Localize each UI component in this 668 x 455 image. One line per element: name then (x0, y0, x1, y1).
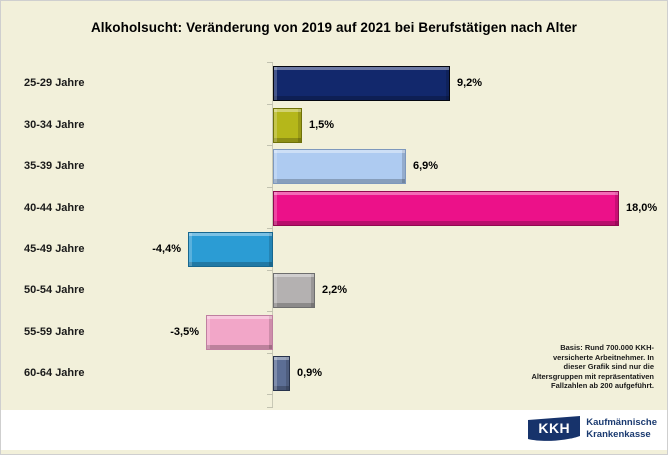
category-label: 35-39 Jahre (24, 160, 85, 172)
bar-25-29-jahre (273, 66, 450, 101)
value-label: 1,5% (309, 119, 335, 131)
kkh-org-line2: Krankenkasse (586, 428, 651, 440)
kkh-logo: KKH Kaufmännische Krankenkasse (528, 415, 657, 442)
value-label: 9,2% (457, 77, 483, 89)
category-label: 30-34 Jahre (24, 119, 85, 131)
kkh-org-line1: Kaufmännische (586, 417, 657, 428)
bar-30-34-jahre (273, 108, 302, 143)
axis-tick (267, 394, 273, 395)
basis-note: Basis: Rund 700.000 KKH- versicherte Arb… (531, 343, 654, 391)
category-label: 60-64 Jahre (24, 367, 85, 379)
value-label: -3,5% (170, 326, 199, 338)
bar-35-39-jahre (273, 149, 406, 184)
category-label: 40-44 Jahre (24, 202, 85, 214)
axis-tick (267, 407, 273, 408)
axis-tick (267, 62, 273, 63)
value-label: 6,9% (413, 160, 439, 172)
axis-tick (267, 103, 273, 105)
footer-bar: KKH Kaufmännische Krankenkasse (1, 410, 667, 450)
bar-40-44-jahre (273, 191, 619, 226)
bar-55-59-jahre (206, 315, 273, 350)
category-label: 55-59 Jahre (24, 326, 85, 338)
bar-50-54-jahre (273, 273, 315, 308)
axis-tick (267, 311, 273, 312)
category-label: 50-54 Jahre (24, 284, 85, 296)
bar-45-49-jahre (188, 232, 273, 267)
chart-title: Alkoholsucht: Veränderung von 2019 auf 2… (90, 20, 578, 35)
kkh-org-name: Kaufmännische Krankenkasse (586, 417, 657, 440)
axis-tick (267, 352, 273, 354)
kkh-logo-text: KKH (538, 420, 571, 436)
value-label: -4,4% (152, 243, 181, 255)
axis-tick (267, 145, 273, 146)
value-label: 18,0% (626, 202, 658, 214)
axis-tick (267, 228, 273, 229)
category-label: 25-29 Jahre (24, 77, 85, 89)
bar-60-64-jahre (273, 356, 290, 391)
axis-tick (267, 186, 273, 188)
kkh-flag-icon: KKH (528, 415, 581, 442)
category-label: 45-49 Jahre (24, 243, 85, 255)
value-label: 2,2% (322, 284, 348, 296)
axis-tick (267, 269, 273, 271)
bottom-strip (1, 450, 667, 454)
value-label: 0,9% (297, 367, 323, 379)
